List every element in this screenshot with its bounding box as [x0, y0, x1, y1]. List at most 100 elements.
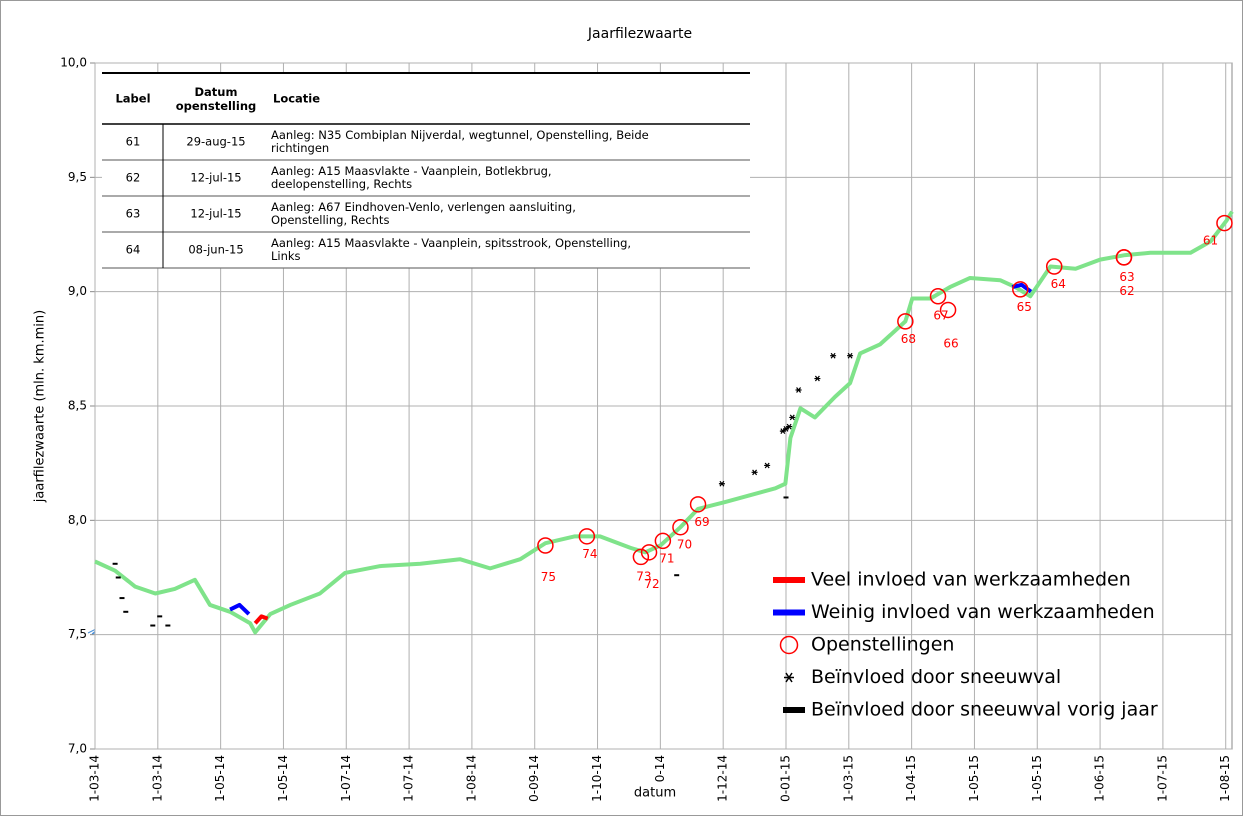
opening-label: 70 [677, 538, 692, 552]
snow-marker [764, 462, 771, 469]
table-cell-line: Aanleg: N35 Combiplan Nijverdal, wegtunn… [271, 128, 649, 142]
opening-marker [1012, 281, 1029, 298]
legend-label: Beïnvloed door sneeuwval vorig jaar [811, 699, 1158, 721]
opening-label: 64 [1051, 277, 1066, 291]
opening-label: 62 [1119, 284, 1134, 298]
opening-label: 73 [636, 569, 651, 583]
snow-marker [795, 387, 802, 393]
table-cell-line: deelopenstelling, Rechts [271, 177, 412, 191]
opening-label: 75 [541, 570, 556, 584]
snow-marker [830, 352, 837, 359]
table-header: Label [115, 92, 150, 106]
series-line [253, 614, 269, 625]
legend-swatch [784, 672, 794, 683]
opening-marker [578, 528, 596, 545]
y-tick-label: 9,0 [68, 284, 87, 298]
snow-marker [847, 352, 854, 359]
x-tick-label: 1-03-14 [150, 755, 164, 802]
x-tick-label: 1-05-14 [276, 755, 290, 802]
opening-marker [654, 532, 672, 550]
legend-label: Openstellingen [811, 634, 954, 656]
opening-marker [689, 496, 707, 513]
opening-marker [537, 537, 554, 554]
data-line [94, 210, 1234, 635]
inset-table: Label Datum openstelling Locatie 61 29-aug-15… [102, 72, 750, 269]
table-cell-line: Aanleg: A15 Maasvlakte - Vaanplein, Botl… [271, 164, 552, 178]
x-tick-label: 1-04-15 [904, 755, 918, 802]
opening-label: 74 [582, 547, 597, 561]
table-cell-line: Openstelling, Rechts [271, 213, 389, 227]
x-tick-label: 1-03-15 [841, 755, 855, 802]
x-tick-label: 1-05-14 [213, 755, 227, 802]
x-tick-label: 1-05-15 [1030, 755, 1044, 802]
y-axis-label: jaarfilezwaarte (mln. km.min) [33, 310, 48, 503]
legend-label: Weinig invloed van werkzaamheden [811, 601, 1155, 623]
legend-swatch [773, 609, 805, 616]
x-tick-label: 0-14 [653, 755, 667, 782]
table-header-line: openstelling [176, 99, 257, 113]
table-cell: 08-jun-15 [188, 243, 243, 257]
opening-label: 63 [1119, 270, 1134, 284]
opening-label: 61 [1203, 234, 1218, 248]
x-tick-label: 1-08-15 [1218, 755, 1232, 802]
table-cell: 29-aug-15 [186, 135, 245, 149]
x-tick-label: 1-07-15 [1155, 755, 1169, 802]
opening-label: 65 [1017, 300, 1032, 314]
opening-marker [1115, 249, 1133, 266]
opening-label: 72 [644, 577, 659, 591]
table-cell: Aanleg: A67 Eindhoven-Venlo, verlengen a… [271, 200, 576, 227]
opening-marker [1045, 258, 1063, 275]
snow-marker [718, 480, 725, 487]
table-cell-line: richtingen [271, 141, 329, 155]
legend-swatch [779, 635, 799, 655]
table-cell: 62 [126, 171, 141, 185]
table-cell: Aanleg: A15 Maasvlakte - Vaanplein, Botl… [271, 164, 552, 191]
x-tick-label: 1-07-14 [402, 755, 416, 802]
y-tick-label: 9,5 [68, 170, 87, 184]
snow-marker [786, 423, 793, 430]
table-cell: 12-jul-15 [190, 207, 241, 221]
x-tick-label: 1-06-15 [1093, 755, 1107, 802]
opening-marker [897, 313, 914, 330]
legend-label: Veel invloed van werkzaamheden [811, 569, 1131, 591]
legend-swatch [773, 577, 805, 583]
opening-marker [929, 287, 947, 305]
opening-marker [632, 548, 650, 566]
table-cell: Aanleg: N35 Combiplan Nijverdal, wegtunn… [271, 128, 649, 155]
x-tick-label: 1-05-15 [967, 755, 981, 802]
snow-marker [789, 414, 796, 421]
table-cell-line: Aanleg: A67 Eindhoven-Venlo, verlengen a… [271, 200, 576, 214]
snow-marker [751, 469, 758, 476]
table-cell: Aanleg: A15 Maasvlakte - Vaanplein, spit… [271, 236, 631, 263]
x-tick-label: 0-01-15 [778, 755, 792, 802]
table-cell: 64 [126, 243, 141, 257]
table-bg [102, 73, 750, 268]
table-cell: 61 [126, 135, 141, 149]
chart-title: Jaarfilezwaarte [587, 26, 692, 42]
opening-label: 71 [659, 551, 674, 565]
x-axis-label: datum [634, 786, 676, 801]
table-header: Datum openstelling [176, 85, 257, 113]
x-tick-label: 1-07-14 [339, 755, 353, 802]
y-tick-label: 8,5 [68, 399, 87, 413]
opening-label: 66 [943, 336, 958, 350]
x-tick-label: 1-03-14 [88, 755, 102, 802]
opening-marker [672, 518, 689, 536]
table-cell-line: Aanleg: A15 Maasvlakte - Vaanplein, spit… [271, 236, 631, 250]
table-header: Locatie [273, 92, 320, 106]
y-tick-label: 8,0 [68, 513, 87, 527]
y-tick-label: 10,0 [60, 56, 87, 70]
opening-label: 67 [933, 309, 948, 323]
legend-label: Beïnvloed door sneeuwval [811, 666, 1061, 688]
table-cell: 63 [126, 207, 141, 221]
y-tick-label: 7,0 [68, 742, 87, 756]
table-header-line: Datum [195, 85, 238, 99]
x-tick-label: 1-08-14 [464, 755, 478, 802]
legend-swatch [783, 707, 805, 713]
x-tick-label: 0-09-14 [527, 755, 541, 802]
opening-label: 68 [901, 332, 916, 346]
opening-label: 69 [694, 515, 709, 529]
snow-marker [814, 375, 821, 382]
x-tick-label: 1-10-14 [590, 755, 604, 802]
